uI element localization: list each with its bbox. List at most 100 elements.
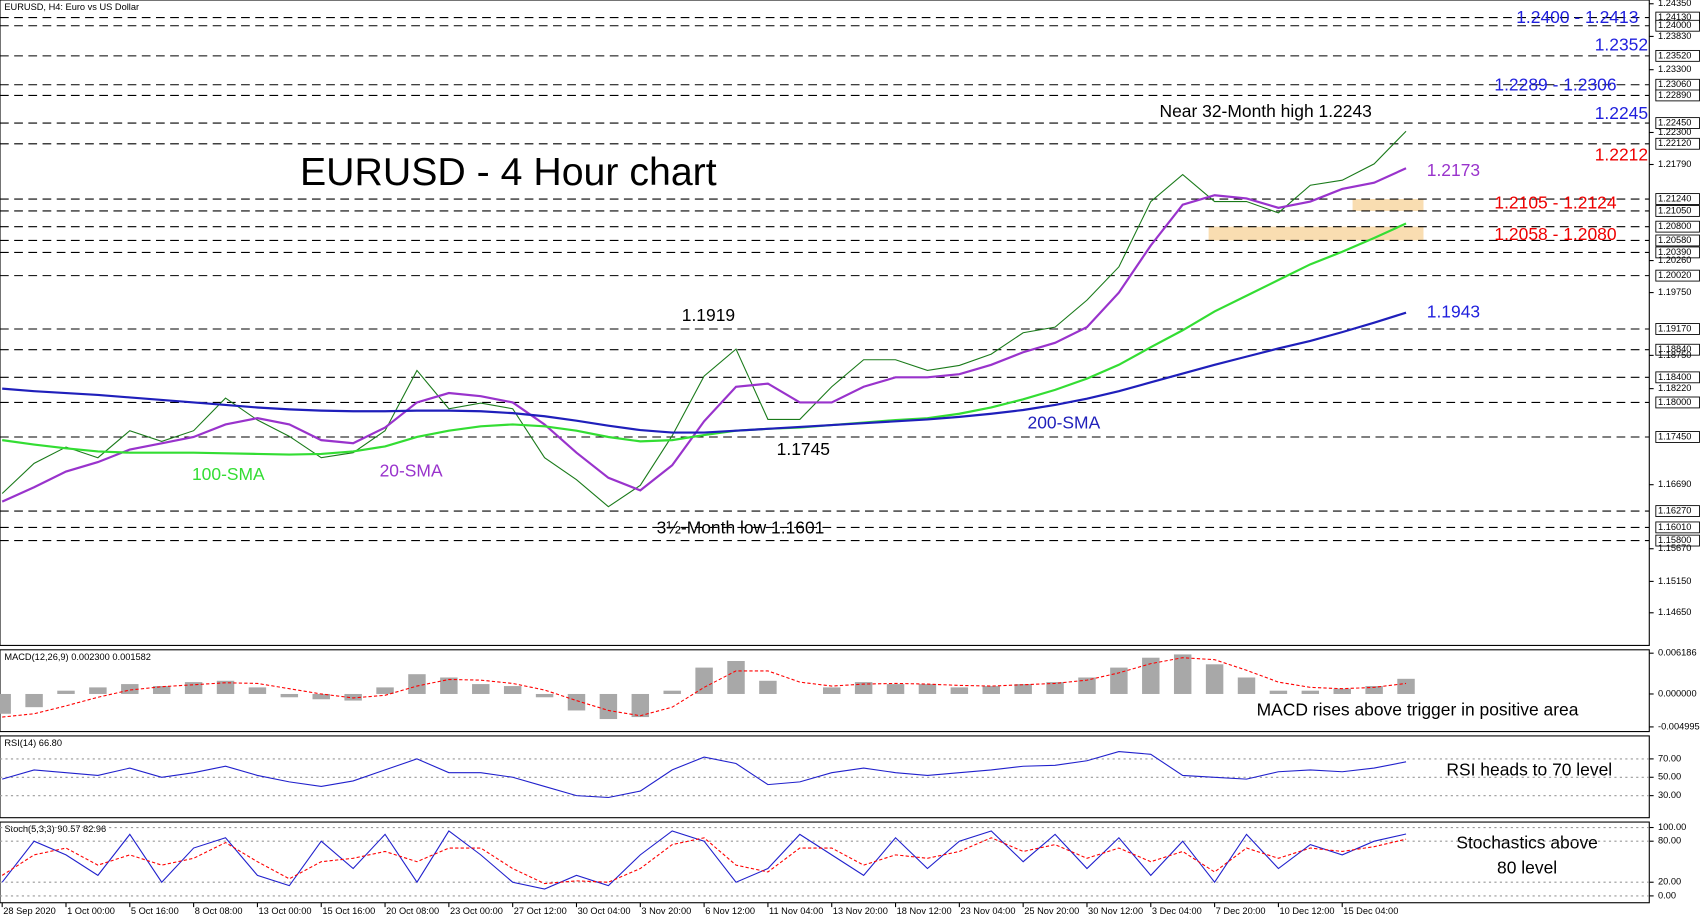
- macd-bar: [759, 680, 777, 694]
- level-tag: [1655, 343, 1700, 356]
- macd-bar: [57, 690, 75, 694]
- macd-bar: [1078, 677, 1096, 694]
- level-label: 1.18840: [1658, 344, 1691, 354]
- x-tick-label: 15 Dec 04:00: [1343, 906, 1398, 916]
- annotation: 1.1943: [1427, 302, 1480, 322]
- level-label: 1.19170: [1658, 323, 1691, 333]
- x-tick-label: 28 Sep 2020: [3, 906, 55, 916]
- macd-bar: [248, 687, 267, 694]
- level-tag: [1655, 220, 1700, 233]
- level-label: 1.23060: [1658, 79, 1691, 89]
- x-tick-label: 13 Nov 20:00: [833, 906, 888, 916]
- y-tick-label: 80.00: [1658, 836, 1681, 846]
- symbol-title: EURUSD, H4: Euro vs US Dollar: [4, 2, 139, 12]
- macd-bar: [1365, 686, 1383, 694]
- annotation: 100-SMA: [192, 464, 265, 484]
- support-zone: [1352, 199, 1424, 211]
- level-tag: [1655, 246, 1700, 259]
- level-tag: [1655, 323, 1700, 335]
- series-line: [2, 657, 1407, 718]
- stoch-annotation: 80 level: [1497, 858, 1557, 878]
- x-tick-label: 23 Nov 04:00: [960, 906, 1015, 916]
- x-tick-label: 23 Oct 00:00: [450, 906, 503, 916]
- level-label: 1.15800: [1658, 535, 1691, 545]
- macd-bar: [631, 693, 650, 718]
- level-label: 1.20390: [1658, 247, 1691, 257]
- macd-bar: [1046, 682, 1064, 694]
- annotation: 1.2400 - 1.2413: [1516, 7, 1638, 27]
- y-tick-label: 30.00: [1658, 790, 1681, 800]
- x-tick-label: 27 Oct 12:00: [514, 906, 567, 916]
- macd-bar: [152, 686, 171, 694]
- rsi-title: RSI(14) 66.80: [4, 738, 62, 748]
- chart-heading: EURUSD - 4 Hour chart: [300, 150, 717, 194]
- level-tag: [1655, 137, 1700, 150]
- macd-bar: [823, 687, 841, 694]
- macd-bar: [1237, 677, 1256, 694]
- macd-bar: [918, 684, 937, 694]
- macd-bar: [280, 693, 299, 698]
- y-tick-label: 1.15150: [1658, 576, 1691, 586]
- support-zone: [1208, 226, 1424, 241]
- macd-bar: [982, 686, 1000, 694]
- y-tick-label: 0.000000: [1658, 688, 1697, 698]
- annotation: 1.2212: [1595, 145, 1648, 165]
- macd-bar: [567, 693, 586, 711]
- annotation: 1.1919: [682, 305, 735, 325]
- annotation: Near 32-Month high 1.2243: [1160, 101, 1372, 121]
- level-tag: [1655, 534, 1700, 547]
- level-tag: [1655, 431, 1700, 443]
- level-label: 1.18400: [1658, 372, 1691, 382]
- macd-bar: [599, 693, 618, 720]
- annotation: 1.2173: [1427, 160, 1480, 180]
- x-tick-label: 3 Dec 04:00: [1152, 906, 1202, 916]
- level-tag: [1655, 371, 1700, 384]
- macd-bar: [1397, 678, 1415, 694]
- y-tick-label: -0.004995: [1658, 721, 1700, 731]
- macd-bar: [950, 687, 969, 694]
- series-line: [1, 837, 1407, 885]
- x-tick-label: 13 Oct 00:00: [259, 906, 312, 916]
- x-tick-label: 10 Dec 12:00: [1280, 906, 1335, 916]
- macd-bar: [121, 684, 139, 694]
- y-tick-label: 1.18750: [1658, 350, 1691, 360]
- annotation: 3½-Month low 1.1601: [657, 517, 825, 537]
- level-label: 1.21240: [1658, 193, 1691, 203]
- annotation: 1.2245: [1595, 103, 1648, 123]
- macd-bar: [695, 667, 713, 694]
- macd-bar: [1301, 690, 1320, 694]
- y-tick-label: 1.23830: [1658, 31, 1691, 41]
- macd-bar: [886, 684, 905, 694]
- level-label: 1.24130: [1658, 12, 1691, 22]
- macd-bar: [663, 690, 681, 694]
- series-line: [1, 167, 1407, 503]
- macd-bar: [472, 684, 490, 694]
- level-label: 1.20020: [1658, 270, 1691, 280]
- level-label: 1.22120: [1658, 138, 1691, 148]
- level-tag: [1655, 269, 1700, 282]
- y-tick-label: 1.16690: [1658, 479, 1691, 489]
- annotation: 1.1745: [777, 439, 830, 459]
- x-tick-label: 5 Oct 16:00: [131, 906, 179, 916]
- macd-bar: [0, 693, 11, 714]
- macd-bar: [727, 661, 745, 694]
- x-tick-label: 15 Oct 16:00: [322, 906, 375, 916]
- series-line: [1, 830, 1407, 890]
- y-tick-label: 100.00: [1658, 822, 1686, 832]
- x-tick-label: 30 Oct 04:00: [578, 906, 631, 916]
- macd-bar: [408, 674, 426, 694]
- macd-bar: [1142, 657, 1160, 694]
- y-tick-label: 1.19750: [1658, 287, 1691, 297]
- series-line: [2, 222, 1407, 456]
- annotation: 200-SMA: [1028, 413, 1101, 433]
- level-tag: [1655, 521, 1700, 534]
- y-tick-label: 0.00: [1658, 890, 1676, 900]
- macd-bar: [535, 693, 554, 698]
- stoch-title: Stoch(5,3,3) 90.57 82.96: [4, 824, 106, 834]
- level-tag: [1655, 205, 1700, 217]
- macd-bar: [344, 693, 362, 701]
- level-label: 1.18000: [1658, 397, 1691, 407]
- macd-title: MACD(12,26,9) 0.002300 0.001582: [4, 652, 151, 662]
- x-tick-label: 6 Nov 12:00: [705, 906, 755, 916]
